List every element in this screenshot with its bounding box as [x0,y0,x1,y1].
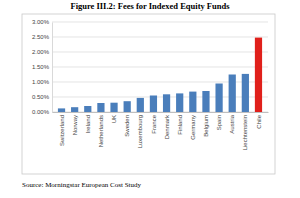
tick: Switzerland [59,112,65,146]
bar [176,93,183,112]
axis-line [52,23,53,113]
tick: UK [111,112,117,123]
tick: 0.50% [32,94,52,100]
title: Figure III.2: Fees for Indexed Equity Fu… [70,1,230,11]
tick: Norway [72,112,78,135]
tick-label: 1.50% [32,64,50,70]
bar [202,91,209,112]
tick-label: 3.00% [32,19,50,25]
tick-label: 2.00% [32,49,50,55]
tick-label: 1.00% [32,79,50,85]
tick-label: Germany [190,115,196,140]
axis-line [53,112,269,113]
tick: Sweden [124,112,130,137]
tick: Finland [177,112,183,135]
grid-line [52,37,268,38]
tick-label: Finland [177,115,183,135]
tick: Luxembourg [137,112,143,148]
tick: Spain [216,112,222,130]
bar [163,94,170,112]
bar [215,84,222,113]
bar [58,108,65,112]
bar [71,107,78,112]
bar [189,92,196,112]
bar [150,96,157,113]
tick-label: Norway [72,115,78,135]
y-axis: 0.00% 0.50% 1.00% 1.50% 2.00% 2.50% 3.00% [32,19,53,115]
bar [137,98,144,112]
tick-label: Austria [229,114,235,133]
tick-label: 0.00% [32,109,50,115]
bar [84,106,91,112]
tick: Denmark [164,112,170,139]
tick-label: France [151,114,157,133]
bars [58,38,262,112]
tick: Austria [229,112,235,134]
tick: 1.50% [32,64,52,70]
bar [97,103,104,112]
tick: Liechtenstein [242,112,248,150]
tick-label: Ireland [85,115,91,133]
tick: 2.50% [32,34,52,40]
grid [52,22,268,112]
tick: France [151,112,157,134]
tick: Germany [190,112,196,140]
grid-line [52,22,268,23]
tick: Belgium [203,112,209,137]
grid-line [52,52,268,53]
bar [242,74,249,112]
tick: 2.00% [32,49,52,55]
bar [255,38,262,112]
bar [124,101,131,112]
tick-label: Spain [216,115,222,130]
tick: Chile [256,112,262,129]
tick: Netherlands [98,112,104,147]
tick-label: Luxembourg [137,115,143,148]
tick-label: Liechtenstein [242,115,248,150]
tick: 1.00% [32,79,52,85]
bar [110,103,117,112]
tick-label: UK [111,115,117,123]
tick-label: 0.50% [32,94,50,100]
tick-label: Belgium [203,115,209,137]
tick-label: Denmark [164,114,170,139]
grid-line [52,67,268,68]
tick-label: Netherlands [98,115,104,147]
tick-label: Switzerland [59,115,65,146]
chart-frame [22,14,275,174]
annotation: Source: Morningstar European Cost Study [22,181,141,189]
x-axis: Switzerland Norway Ireland Netherlands UK Swe… [53,112,269,150]
chart: Figure III.2: Fees for Indexed Equity Fu… [0,0,300,198]
tick: 0.00% [32,109,52,115]
bar [229,75,236,113]
tick-label: Chile [256,114,262,128]
tick-label: 2.50% [32,34,50,40]
tick: 3.00% [32,19,52,25]
tick-label: Sweden [124,115,130,137]
tick: Ireland [85,112,91,133]
